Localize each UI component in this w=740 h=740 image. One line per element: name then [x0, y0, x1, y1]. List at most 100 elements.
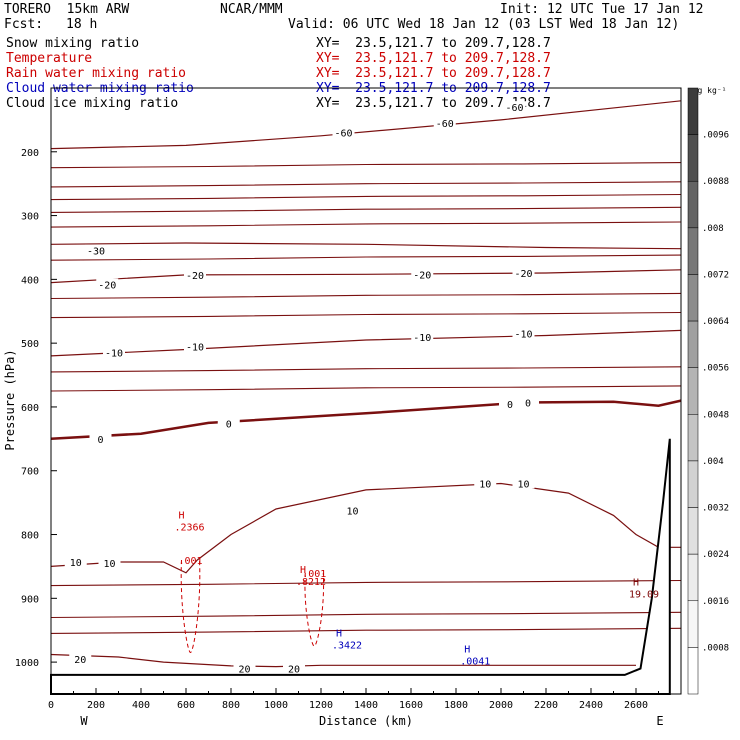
contour-label: 10	[346, 506, 358, 517]
colorbar-swatch	[687, 180, 699, 229]
temperature-contours: -60 -60 -60 -30 -20 -20 -20 -20 -10 -10 -10 -10 0 0 0 0…	[50, 100, 682, 675]
contour-line-0	[50, 399, 682, 441]
contour-label: -20	[514, 269, 532, 280]
contour-label-bg	[217, 417, 240, 429]
contour-label: 20	[74, 655, 86, 666]
contour-label-bg	[332, 126, 355, 138]
maximum-value: .2366	[174, 523, 204, 534]
x-tick-label: 200	[87, 700, 105, 711]
colorbar-swatch	[687, 553, 699, 602]
contour-label-bg	[411, 268, 434, 280]
x-tick-label: 400	[132, 700, 150, 711]
y-tick-label: 900	[21, 594, 39, 605]
maximum-marker: H	[336, 629, 342, 640]
x-axis: 0 200 400 600 800 1000 1200 1400 1600 1800 2000 220…	[48, 688, 659, 711]
contour-label: -20	[413, 270, 431, 281]
maximum-marker: H	[300, 565, 306, 576]
colorbar-swatch	[687, 274, 699, 322]
terrain	[50, 438, 671, 695]
y-axis: 200 300 400 500 600 700 800 900 1000	[15, 148, 57, 669]
y-tick-label: 1000	[15, 658, 39, 669]
x-tick-label: 2200	[534, 700, 558, 711]
y-axis-label: Pressure (hPa)	[3, 349, 17, 450]
contour-line--20	[50, 269, 682, 284]
contour-line-unlabeled	[50, 311, 682, 319]
colorbar-tick-label: .0072	[702, 270, 729, 280]
contour-label: -30	[87, 247, 105, 258]
colorbar-swatch	[687, 647, 699, 695]
x-tick-label: 2600	[624, 700, 648, 711]
colorbar-tick-label: .0064	[702, 317, 729, 327]
maximum-marker: H	[178, 511, 184, 522]
contour-line--30	[50, 242, 682, 250]
contour-line-unlabeled	[50, 292, 682, 300]
contour-line--10	[50, 329, 682, 357]
contour-label-bg	[85, 244, 107, 256]
colorbar-swatch	[687, 320, 699, 368]
contour-label-bg	[233, 662, 256, 674]
x-tick-label: 800	[222, 700, 240, 711]
y-tick-label: 800	[21, 531, 39, 542]
contour-line-10	[50, 482, 681, 574]
colorbar-swatch	[687, 414, 699, 462]
maximum-value: .8212	[296, 577, 326, 588]
contour-label-bg	[98, 557, 121, 569]
contour-label-bg	[512, 266, 535, 278]
x-tick-label: 2400	[579, 700, 603, 711]
x-tick-label: 1800	[444, 700, 468, 711]
colorbar-unit: g kg⁻¹	[698, 86, 727, 95]
maximum-value: 19.09	[629, 590, 659, 601]
x-tick-label: 2000	[489, 700, 513, 711]
contour-label-bg	[503, 101, 526, 113]
y-tick-label: 400	[21, 275, 39, 286]
x-tick-label: 1400	[354, 700, 378, 711]
contour-label-bg	[512, 327, 535, 339]
colorbar-tick-label: .0008	[702, 643, 729, 653]
colorbar: .0096 .0088 .008 .0072 .0064 .0056 .0048 .004 .0…	[687, 87, 729, 695]
contour-label: 0	[226, 420, 232, 431]
maximum-value: .0041	[460, 657, 490, 668]
contour-label: 0	[507, 400, 513, 411]
rain-contour-label: .001	[178, 556, 202, 567]
field-name-snow: Snow mixing ratio	[6, 36, 140, 51]
contour-label: -10	[413, 333, 431, 344]
contour-label: 10	[517, 479, 529, 490]
contour-label-bg	[96, 278, 119, 290]
forecast-label: Fcst:	[4, 17, 44, 32]
field-name-cloud-ice: Cloud ice mixing ratio	[6, 96, 179, 111]
contour-label: -60	[334, 129, 352, 140]
contour-line-unlabeled	[50, 181, 682, 188]
x-tick-label: 0	[48, 700, 54, 711]
rain-contour	[180, 560, 201, 654]
contour-label: -20	[98, 280, 116, 291]
colorbar-tick-label: .0024	[702, 550, 729, 560]
x-axis-label: Distance (km)	[319, 714, 413, 728]
contour-line--60	[50, 100, 682, 150]
rain-contours: .001 .001	[178, 556, 326, 654]
contour-label: -10	[105, 349, 123, 360]
contour-label-bg	[64, 555, 87, 567]
colorbar-tick-label: .0016	[702, 597, 729, 607]
contour-label: 20	[238, 664, 250, 675]
contour-label: 10	[103, 559, 115, 570]
colorbar-tick-label: .004	[702, 457, 724, 467]
contour-label: -10	[514, 330, 532, 341]
field-name-rain: Rain water mixing ratio	[6, 66, 187, 81]
maximum-value: .3422	[332, 641, 362, 652]
valid-time: Valid: 06 UTC Wed 18 Jan 12 (03 LST Wed …	[288, 17, 680, 32]
contour-label: 0	[97, 435, 103, 446]
colorbar-tick-label: .0088	[702, 177, 729, 187]
contour-label: -10	[186, 342, 204, 353]
contour-label-bg	[89, 432, 112, 444]
y-tick-label: 500	[21, 339, 39, 350]
contour-label-bg	[103, 346, 125, 358]
contour-label-bg	[474, 477, 497, 489]
colorbar-swatch	[687, 460, 699, 508]
west-label: W	[80, 714, 88, 728]
y-tick-label: 700	[21, 467, 39, 478]
model-title: TORERO 15km ARW	[4, 2, 130, 17]
maximum-marker: H	[633, 578, 639, 589]
rain-contour-label: .001	[302, 569, 326, 580]
x-tick-label: 1200	[309, 700, 333, 711]
